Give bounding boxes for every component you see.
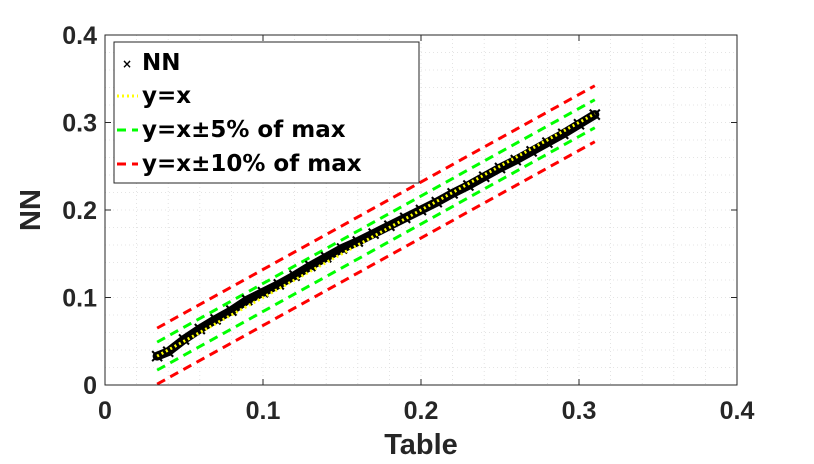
- legend-label-5pct: y=x±5% of max: [142, 117, 346, 143]
- nn-point: [431, 196, 443, 208]
- nn-point: [352, 235, 364, 248]
- line-minus-10pct: [156, 140, 596, 386]
- x-tick-label: 0.2: [404, 397, 439, 425]
- x-axis-title: Table: [384, 429, 458, 461]
- legend-box: [113, 41, 420, 184]
- axis-ticks: 0 0.1 0.2 0.3 0.4 0 0.1 0.2 0.3 0.4: [62, 22, 754, 425]
- y-tick-label: 0.2: [62, 197, 97, 225]
- legend-label-nn: NN: [142, 50, 181, 76]
- nn-point: [589, 108, 601, 121]
- legend: × NN y=x y=x±5% of max y=x±10% of max: [113, 41, 420, 184]
- y-tick-label: 0.3: [62, 110, 97, 138]
- nn-point: [478, 171, 490, 183]
- reference-lines: [156, 84, 596, 386]
- nn-point: [273, 278, 285, 291]
- y-axis-title: NN: [15, 189, 47, 231]
- line-plus-10pct: [156, 84, 596, 330]
- x-tick-label: 0.3: [562, 397, 597, 425]
- nn-point: [257, 286, 269, 298]
- nn-point: [320, 251, 332, 263]
- nn-point: [241, 294, 253, 306]
- nn-point: [557, 128, 569, 140]
- nn-point: [367, 227, 380, 240]
- legend-marker-nn: ×: [122, 57, 132, 71]
- x-tick-label: 0.4: [720, 397, 755, 425]
- x-tick-label: 0: [98, 397, 112, 425]
- nn-point: [510, 154, 522, 166]
- nn-point: [178, 333, 190, 346]
- line-minus-5pct: [156, 126, 596, 372]
- y-tick-label: 0.1: [62, 285, 97, 313]
- nn-point: [541, 136, 554, 149]
- line-plus-5pct: [156, 98, 596, 344]
- nn-point: [399, 212, 411, 224]
- nn-points: [151, 108, 601, 362]
- nn-point: [462, 179, 475, 192]
- legend-label-yx: y=x: [142, 83, 191, 109]
- nn-point: [225, 304, 238, 317]
- y-tick-label: 0.4: [62, 22, 97, 50]
- legend-label-10pct: y=x±10% of max: [142, 151, 362, 177]
- x-tick-label: 0.1: [246, 397, 281, 425]
- y-tick-label: 0: [83, 372, 97, 400]
- line-y-equals-x: [156, 112, 596, 358]
- nn-point: [304, 260, 317, 272]
